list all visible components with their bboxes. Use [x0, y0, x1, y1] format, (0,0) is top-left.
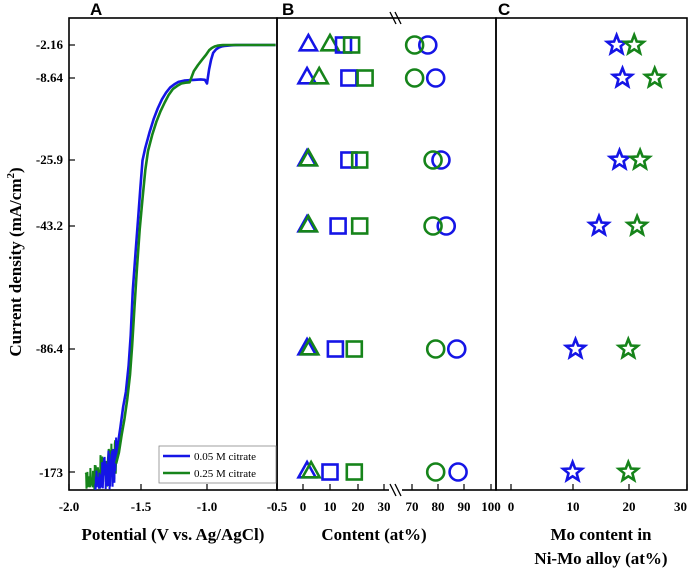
- triangle-blue-2: [296, 65, 318, 85]
- panel-label-c: C: [498, 0, 510, 19]
- star-blue-6: [559, 458, 586, 484]
- panel-b-x-tick-label-3: 20: [352, 499, 365, 514]
- panel-b-x-tick-label-6: 80: [432, 499, 445, 514]
- panel-c-x-axis-title-line1: Mo content in: [550, 525, 652, 544]
- star-green-2: [641, 64, 668, 90]
- panel-a-x-tick-label-1: -2.0: [59, 499, 80, 514]
- circle-blue-5: [446, 339, 467, 359]
- square-green-2: [356, 69, 374, 87]
- triangle-green-2: [308, 65, 330, 85]
- y-tick-label-6: -173: [39, 465, 63, 480]
- triangle-green-6: [300, 459, 322, 479]
- circle-green-4: [423, 216, 443, 236]
- panel-b-x-tick-label-2: 10: [324, 499, 337, 514]
- triangle-green-5: [298, 336, 321, 356]
- y-tick-label-2: -8.64: [36, 70, 64, 85]
- circle-blue-4: [436, 216, 457, 236]
- triangle-blue-1: [297, 32, 320, 52]
- legend: 0.05 M citrate 0.25 M citrate: [158, 445, 277, 484]
- circle-green-1: [404, 35, 425, 55]
- curve-green: [114, 43, 276, 464]
- star-green-5: [615, 335, 642, 361]
- star-blue-3: [606, 146, 633, 172]
- y-tick-labels: -2.16 -8.64 -25.9 -43.2 -86.4 -173: [36, 37, 64, 480]
- noise-blue: [94, 437, 118, 490]
- y-ticks: [69, 44, 75, 473]
- star-blue-2: [609, 64, 636, 90]
- y-tick-label-1: -2.16: [36, 37, 64, 52]
- square-green-1: [342, 36, 361, 54]
- y-tick-label-4: -43.2: [36, 218, 63, 233]
- panel-b-x-tick-label-5: 70: [406, 499, 419, 514]
- square-blue-6: [321, 463, 339, 481]
- y-axis-title-superscript: 2: [5, 173, 17, 179]
- square-blue-4: [329, 217, 347, 235]
- star-green-4: [624, 212, 651, 238]
- panel-c-markers: [559, 31, 668, 484]
- star-green-3: [627, 146, 654, 172]
- circle-blue-6: [448, 462, 468, 482]
- panel-b-x-tick-label-1: 0: [300, 499, 307, 514]
- y-tick-label-5: -86.4: [36, 341, 64, 356]
- square-green-5: [345, 340, 364, 358]
- legend-box: [158, 445, 277, 484]
- circle-blue-1: [417, 35, 438, 55]
- panel-b-markers: [296, 32, 468, 482]
- circle-green-3: [423, 150, 443, 170]
- panel-a-curves: [114, 43, 276, 464]
- panel-a-x-tick-label-4: -0.5: [267, 499, 288, 514]
- circle-green-2: [404, 68, 425, 88]
- curve-blue: [114, 43, 276, 459]
- panel-b-frame: [276, 17, 497, 491]
- triangle-green-1: [319, 32, 341, 52]
- legend-label-1: 0.05 M citrate: [194, 451, 256, 463]
- y-axis-title-main: Current density (mA/cm: [6, 179, 25, 357]
- panel-b-axis-break-bottom: [389, 483, 402, 497]
- legend-label-2: 0.25 M citrate: [194, 468, 256, 480]
- square-blue-5: [326, 340, 345, 358]
- panel-c-x-tick-label-4: 30: [674, 499, 687, 514]
- star-blue-1: [603, 31, 630, 57]
- panel-c-x-tick-labels: 0 10 20 30: [508, 499, 687, 514]
- star-green-6: [615, 458, 642, 484]
- panel-c-frame: [495, 17, 688, 491]
- star-blue-4: [586, 212, 612, 238]
- circle-green-6: [425, 462, 446, 482]
- panel-a-x-axis-title: Potential (V vs. Ag/AgCl): [82, 525, 265, 544]
- panel-b-x-tick-label-7: 90: [458, 499, 471, 514]
- square-green-3: [350, 151, 369, 169]
- panel-c-x-axis-title-line2: Ni-Mo alloy (at%): [534, 549, 667, 568]
- square-green-6: [345, 463, 364, 481]
- x-ticks: [68, 484, 688, 490]
- circle-blue-2: [425, 68, 446, 88]
- panel-c-x-tick-label-3: 20: [623, 499, 636, 514]
- panel-a-x-tick-label-3: -1.0: [197, 499, 218, 514]
- y-axis-title-tail: ): [6, 167, 25, 173]
- panel-b-x-tick-label-8: 100: [481, 499, 501, 514]
- panel-a-noise: [84, 437, 118, 490]
- y-axis-title: Current density (mA/cm2): [5, 167, 25, 356]
- panel-c-x-tick-label-2: 10: [567, 499, 580, 514]
- panel-label-a: A: [90, 0, 102, 19]
- circle-blue-3: [431, 150, 451, 170]
- triangle-green-3: [297, 147, 320, 167]
- square-blue-2: [340, 69, 358, 87]
- square-green-4: [350, 217, 369, 235]
- panel-a-x-tick-label-2: -1.5: [131, 499, 152, 514]
- y-tick-label-3: -25.9: [36, 152, 64, 167]
- panel-label-b: B: [282, 0, 294, 19]
- panel-b-x-tick-labels: 0 10 20 30 70 80 90 100: [300, 499, 501, 514]
- triangle-green-4: [297, 213, 320, 233]
- square-blue-3: [340, 151, 358, 169]
- circle-green-5: [425, 339, 446, 359]
- panel-a-x-tick-labels: -2.0 -1.5 -1.0 -0.5: [59, 499, 288, 514]
- panel-b-x-axis-title: Content (at%): [321, 525, 426, 544]
- panel-b-x-tick-label-4: 30: [378, 499, 391, 514]
- star-blue-5: [562, 335, 589, 361]
- panel-b-axis-break-top: [389, 11, 402, 25]
- panel-c-x-tick-label-1: 0: [508, 499, 515, 514]
- star-green-1: [621, 31, 648, 57]
